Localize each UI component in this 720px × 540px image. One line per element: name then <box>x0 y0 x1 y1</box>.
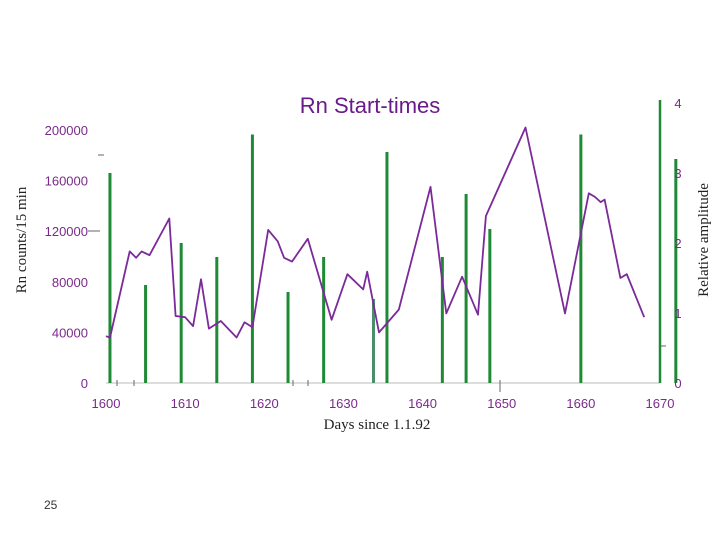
y-tick-label-right: 0 <box>674 376 681 391</box>
y-tick-label-left: 0 <box>81 376 88 391</box>
y-tick-label-left: 200000 <box>45 123 88 138</box>
x-axis-label: Days since 1.1.92 <box>324 417 431 433</box>
x-tick-label: 1650 <box>487 396 516 411</box>
y-tick-label-left: 40000 <box>52 325 88 340</box>
y-tick-label-right: 4 <box>674 96 681 111</box>
x-tick-label: 1640 <box>408 396 437 411</box>
chart-title: Rn Start-times <box>300 93 441 118</box>
y-tick-label-left: 120000 <box>45 224 88 239</box>
x-tick-label: 1610 <box>171 396 200 411</box>
y-tick-label-right: 3 <box>674 166 681 181</box>
page-number: 25 <box>44 498 58 512</box>
y-axis-label-right: Relative amplitude <box>696 183 712 297</box>
x-tick-label: 1670 <box>646 396 675 411</box>
rn-line-series <box>105 126 646 339</box>
x-tick-label: 1630 <box>329 396 358 411</box>
amplitude-bars <box>108 134 678 383</box>
y-axis-label-left: Rn counts/15 min <box>14 186 30 293</box>
tick-labels: 1600 1610 1620 1630 1640 1650 1660 1670 0 40000 80… <box>45 96 682 411</box>
x-tick-label: 1620 <box>250 396 279 411</box>
y-tick-label-left: 80000 <box>52 275 88 290</box>
y-tick-label-left: 160000 <box>45 174 88 189</box>
y-tick-label-right: 1 <box>674 306 681 321</box>
x-tick-label: 1600 <box>92 396 121 411</box>
x-tick-label: 1660 <box>566 396 595 411</box>
rn-counts-line <box>105 126 646 339</box>
y-tick-label-right: 2 <box>674 236 681 251</box>
